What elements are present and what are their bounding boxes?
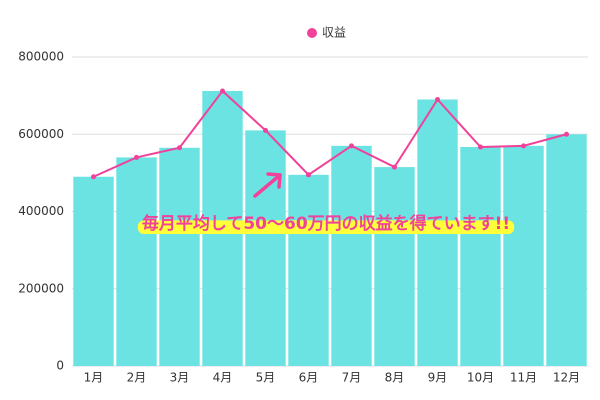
x-tick-label: 6月 bbox=[299, 371, 319, 385]
point bbox=[91, 174, 96, 180]
bar bbox=[73, 176, 114, 366]
x-tick-label: 9月 bbox=[428, 371, 448, 385]
x-tick-label: 5月 bbox=[256, 371, 276, 385]
x-tick-label: 1月 bbox=[84, 371, 104, 385]
bar bbox=[159, 147, 200, 366]
point bbox=[392, 164, 397, 170]
legend-label: 収益 bbox=[322, 26, 346, 40]
x-tick-label: 4月 bbox=[213, 371, 233, 385]
point bbox=[177, 145, 182, 151]
legend-marker bbox=[307, 28, 317, 38]
point bbox=[134, 154, 139, 160]
point bbox=[263, 127, 268, 133]
point bbox=[478, 144, 483, 150]
arrow bbox=[253, 172, 282, 198]
point bbox=[564, 131, 569, 137]
y-tick-label: 400000 bbox=[18, 204, 64, 218]
highlight bbox=[137, 220, 515, 234]
bar bbox=[374, 167, 415, 366]
x-tick-label: 11月 bbox=[510, 371, 537, 385]
bar bbox=[245, 130, 286, 366]
bar bbox=[288, 174, 329, 366]
point bbox=[435, 96, 440, 102]
point bbox=[349, 143, 354, 149]
point bbox=[220, 88, 225, 94]
point bbox=[521, 143, 526, 149]
x-tick-label: 10月 bbox=[467, 371, 494, 385]
point bbox=[306, 172, 311, 178]
y-tick-label: 0 bbox=[56, 359, 64, 373]
bar bbox=[116, 157, 157, 366]
y-tick-label: 200000 bbox=[18, 281, 64, 295]
bar bbox=[546, 134, 587, 366]
y-tick-label: 600000 bbox=[18, 127, 64, 141]
line bbox=[93, 89, 567, 178]
bar bbox=[503, 145, 544, 366]
x-tick-label: 2月 bbox=[127, 371, 147, 385]
x-tick-label: 7月 bbox=[342, 371, 362, 385]
x-tick-label: 12月 bbox=[553, 371, 580, 385]
annotation: 毎月平均して50〜60万円の収益を得ています!! bbox=[142, 213, 510, 234]
bar bbox=[460, 146, 501, 366]
y-tick-label: 800000 bbox=[18, 50, 64, 64]
x-tick-label: 3月 bbox=[170, 371, 190, 385]
x-tick-label: 8月 bbox=[385, 371, 405, 385]
bar bbox=[331, 145, 372, 366]
